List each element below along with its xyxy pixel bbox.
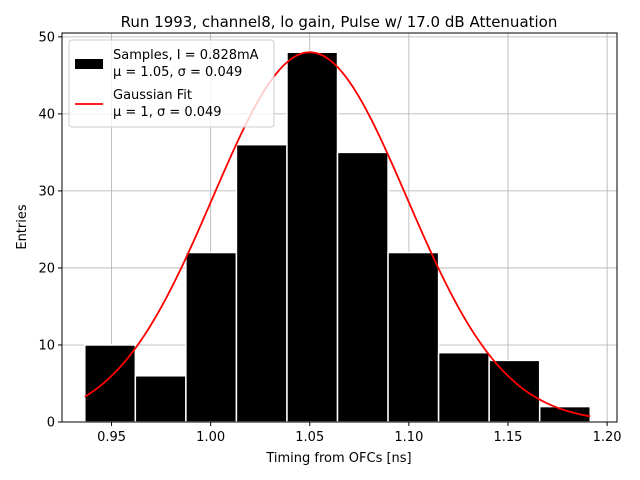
legend-fit-label: Gaussian Fit — [113, 88, 192, 103]
x-axis-label: Timing from OFCs [ns] — [265, 451, 411, 466]
histogram-bar — [235, 143, 288, 423]
legend-box — [68, 39, 275, 128]
legend-fit-stats: μ = 1, σ = 0.049 — [113, 105, 222, 120]
legend-samples-swatch — [75, 59, 103, 69]
y-tick-label: 50 — [38, 30, 55, 45]
x-tick-label: 1.20 — [593, 430, 622, 445]
chart-title: Run 1993, channel8, lo gain, Pulse w/ 17… — [121, 13, 558, 31]
histogram-bar — [84, 344, 137, 423]
y-axis-label: Entries — [15, 204, 30, 250]
x-tick-label: 1.05 — [295, 430, 324, 445]
y-tick-label: 10 — [38, 338, 55, 353]
histogram-bar — [185, 251, 238, 423]
legend-samples-label: Samples, I = 0.828mA — [113, 48, 259, 63]
histogram-bar — [488, 359, 541, 423]
x-tick-label: 1.00 — [196, 430, 225, 445]
x-tick-label: 0.95 — [97, 430, 126, 445]
legend-samples-stats: μ = 1.05, σ = 0.049 — [113, 65, 242, 80]
histogram-bar — [336, 151, 389, 423]
histogram-bar — [134, 375, 187, 423]
y-tick-label: 0 — [47, 416, 55, 431]
fit-curve-line — [84, 51, 591, 418]
legend: Samples, I = 0.828mA μ = 1.05, σ = 0.049… — [68, 39, 275, 128]
y-axis-ticks: 0 10 20 30 40 50 — [38, 30, 62, 431]
x-axis-ticks: 0.95 1.00 1.05 1.10 1.15 1.20 — [97, 422, 622, 445]
y-tick-label: 40 — [38, 107, 55, 122]
histogram-bar — [437, 351, 490, 423]
y-tick-label: 30 — [38, 184, 55, 199]
histogram-bars — [84, 51, 591, 423]
x-tick-label: 1.15 — [494, 430, 523, 445]
gaussian-fit-curve — [84, 51, 591, 418]
histogram-bar — [387, 251, 440, 423]
plot-area-frame — [61, 32, 618, 423]
histogram-bar — [286, 51, 339, 423]
y-tick-label: 20 — [38, 261, 55, 276]
x-tick-label: 1.10 — [394, 430, 423, 445]
